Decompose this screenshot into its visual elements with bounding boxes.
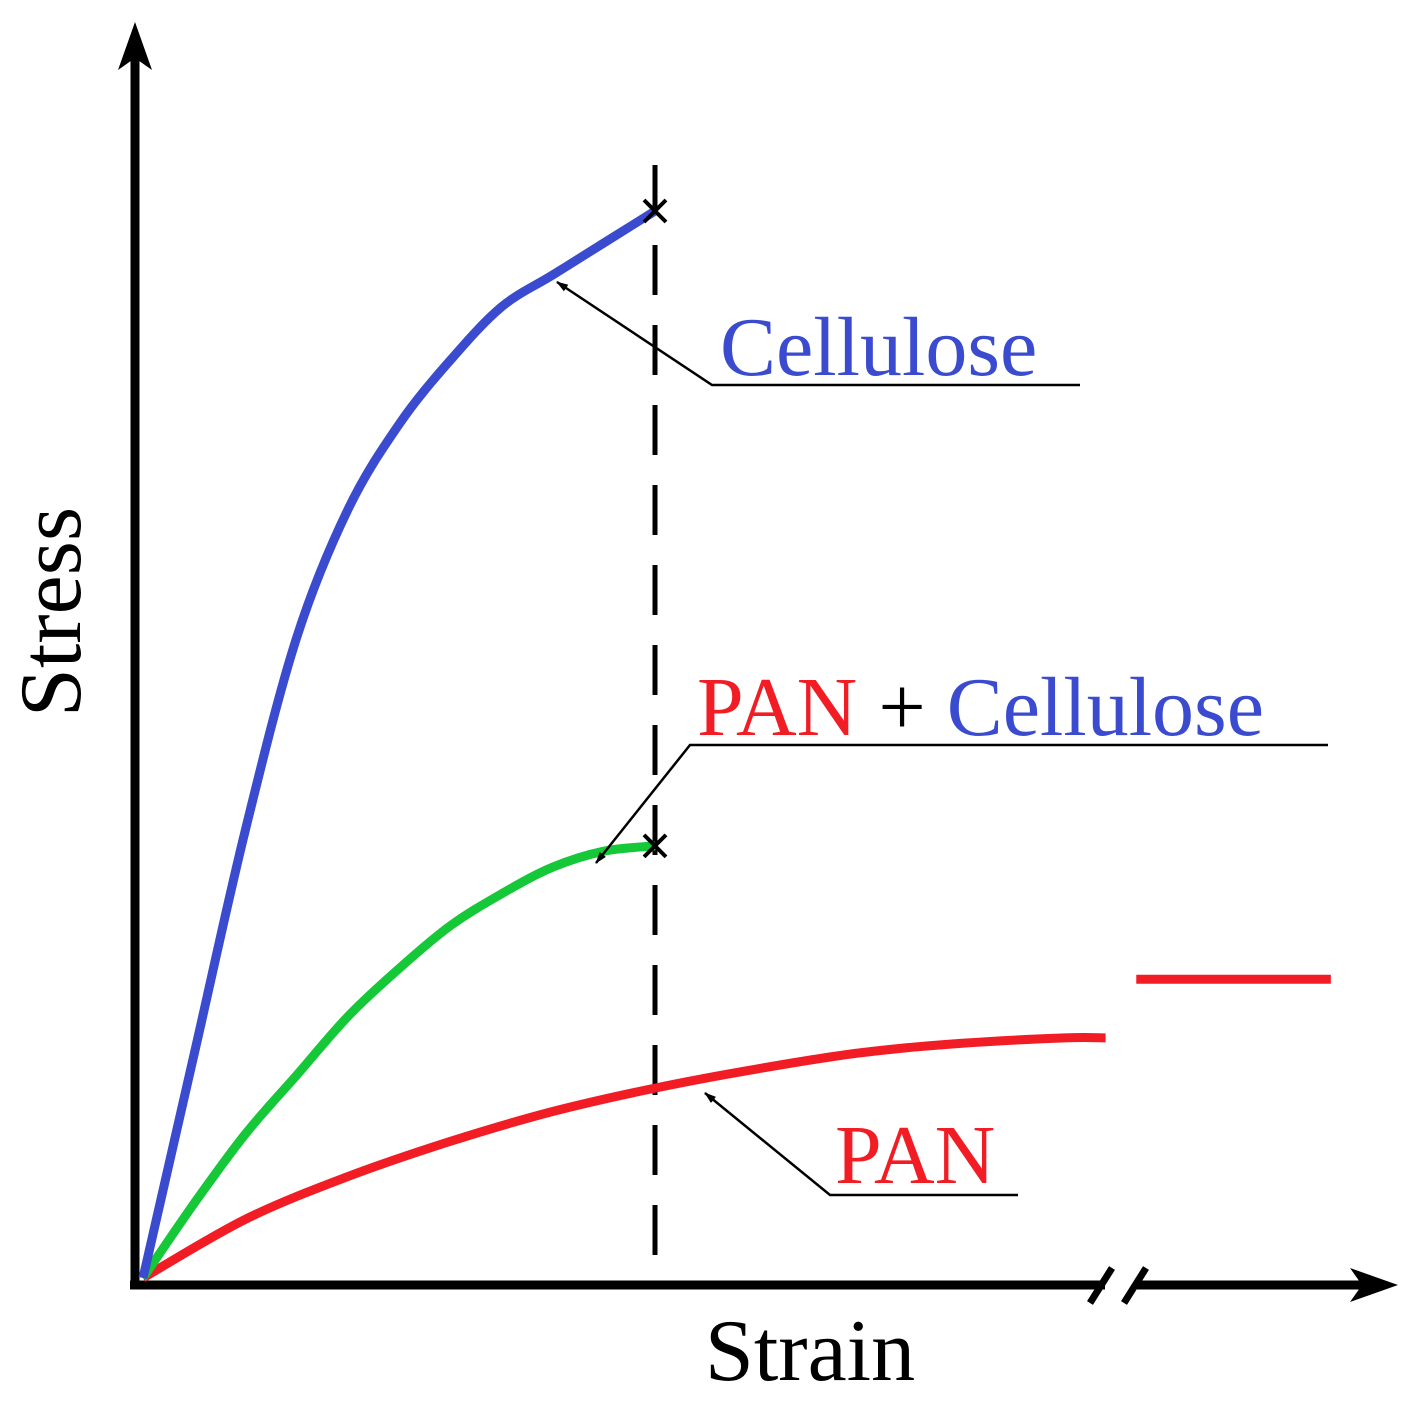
axis-break-mark: [1121, 1266, 1149, 1305]
annotations: Cellulose PAN + Cellulose PAN: [556, 280, 1328, 1202]
marker-layer: [642, 198, 668, 859]
y-axis-title: Stress: [3, 507, 100, 717]
pan-cellulose-label-pan: PAN: [697, 661, 857, 754]
pan-label: PAN: [835, 1109, 995, 1202]
pan-cellulose-label: PAN + Cellulose: [697, 661, 1264, 754]
pan-leader-line: [704, 1092, 1018, 1197]
pan-cellulose-leader-line: [595, 743, 1328, 864]
x-axis-arrowhead: [1350, 1268, 1398, 1302]
x-axis-title: Strain: [705, 1303, 915, 1400]
series-layer: [138, 207, 1331, 1282]
pan-cellulose-label-plus: +: [857, 661, 946, 754]
pan-cellulose-fracture-marker: [642, 833, 668, 859]
cellulose-curve: [138, 207, 658, 1279]
cellulose-fracture-marker: [642, 198, 668, 224]
axis-break-mark: [1087, 1266, 1115, 1305]
fracture-marker-stroke: [642, 198, 668, 224]
pan-curve: [140, 1033, 1106, 1282]
fracture-marker-stroke: [642, 833, 668, 859]
axes: [118, 22, 1398, 1305]
y-axis-arrowhead: [118, 22, 152, 70]
cellulose-label: Cellulose: [720, 301, 1037, 394]
pan-cellulose-label-cellulose: Cellulose: [947, 661, 1264, 754]
cellulose-leader-line: [556, 280, 1080, 387]
pan-cellulose-curve: [139, 841, 656, 1281]
